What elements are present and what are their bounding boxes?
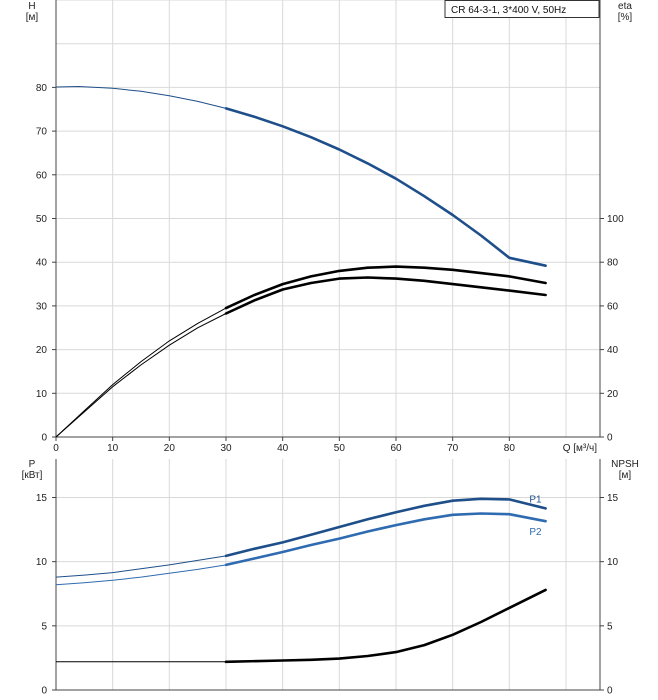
y-tick-label-left: 15 — [36, 493, 48, 504]
y-tick-label-left: 10 — [36, 557, 48, 568]
x-tick-label: 70 — [447, 443, 459, 454]
series-line-thick — [224, 265, 547, 310]
y-tick-label-left: 10 — [36, 389, 48, 400]
y-tick-label-left: 5 — [41, 621, 47, 632]
chart-panel-1: 0 10 20 30 40 50 60 70 80 0 20 40 60 80 100 0 10 20 30 40 50… — [26, 0, 633, 454]
series-line-thick — [224, 512, 547, 567]
y-tick-label-right: 100 — [607, 214, 624, 225]
y-tick-label-right: 40 — [607, 345, 619, 356]
x-axis-label: Q [м³/ч] — [563, 443, 598, 454]
y-tick-label-left: 0 — [41, 686, 47, 697]
y-axis-label-right: eta [%] — [618, 1, 633, 23]
y-axis-label-left: P [кВт] — [22, 459, 43, 481]
x-tick-label: 50 — [334, 443, 346, 454]
y-tick-label-left: 0 — [41, 433, 47, 444]
series-line-thin — [55, 307, 227, 438]
series-line-thick — [224, 107, 547, 268]
y-axis-label-right: NPSH [м] — [611, 459, 639, 481]
series-line-thick — [224, 588, 547, 664]
title-box — [444, 0, 600, 18]
y-tick-label-left: 80 — [36, 83, 48, 94]
series-0-2 — [55, 276, 547, 438]
series-line-thick — [224, 276, 547, 315]
y-axis-label-left: H [м] — [26, 1, 39, 23]
x-tick-label: 0 — [53, 443, 59, 454]
y-tick-label-right: 0 — [607, 433, 613, 444]
series-line-thick — [224, 497, 547, 558]
x-tick-label: 20 — [164, 443, 176, 454]
y-tick-label-right: 60 — [607, 301, 619, 312]
series-name-label: P2 — [529, 527, 542, 538]
series-name-label: P1 — [529, 494, 542, 505]
chart-title: CR 64-3-1, 3*400 V, 50Hz — [451, 5, 566, 16]
y-tick-label-right: 80 — [607, 258, 619, 269]
y-tick-label-left: 50 — [36, 214, 48, 225]
x-tick-label: 30 — [220, 443, 232, 454]
x-tick-label: 10 — [107, 443, 119, 454]
x-tick-label: 60 — [390, 443, 402, 454]
y-tick-label-left: 70 — [36, 127, 48, 138]
series-line-thin — [55, 564, 227, 586]
series-line-thin — [55, 86, 227, 109]
x-tick-label: 40 — [277, 443, 289, 454]
y-tick-label-left: 30 — [36, 301, 48, 312]
y-tick-label-right: 20 — [607, 389, 619, 400]
series-line-thin — [55, 313, 227, 438]
y-tick-label-right: 0 — [607, 686, 613, 697]
y-tick-label-left: 40 — [36, 258, 48, 269]
chart-panel-2: 0 5 10 15 0 5 10 15 P [кВт] NPSH [м] P1 P2 — [22, 459, 639, 697]
series-1-2 — [56, 588, 547, 664]
y-tick-label-right: 15 — [607, 493, 619, 504]
x-tick-label: 80 — [504, 443, 516, 454]
y-tick-label-left: 20 — [36, 345, 48, 356]
series-line-thin — [55, 555, 227, 578]
series-p1: P1 — [55, 494, 547, 578]
y-tick-label-left: 60 — [36, 170, 48, 181]
series-p2: P2 — [55, 512, 547, 586]
series-0-1 — [55, 265, 547, 438]
y-tick-label-right: 5 — [607, 621, 613, 632]
series-0-0 — [55, 86, 547, 268]
y-tick-label-right: 10 — [607, 557, 619, 568]
